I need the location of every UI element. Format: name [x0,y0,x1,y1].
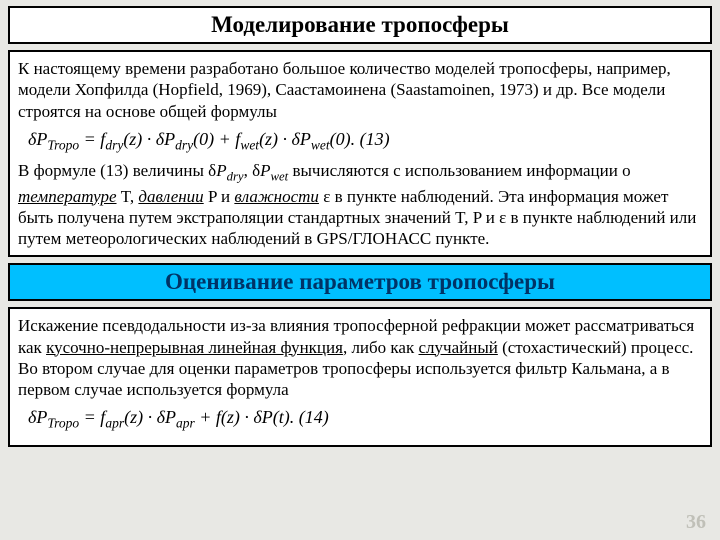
p2s2: wet [271,170,289,184]
e1b: , либо как [343,338,419,357]
f13-dp: δP [28,129,47,149]
f13-tropo: Tropo [47,137,79,152]
f13-t2: (z) · δP [123,129,175,149]
f13-t1: = f [79,129,105,149]
formula-14: δPTropo = fapr(z) · δPapr + f(z) · δP(t)… [18,400,702,438]
p2s1: dry [227,170,244,184]
f14-t2: (z) · δP [124,407,176,427]
f14-tail: + f(z) · δP(t). (14) [195,407,329,427]
p2e: вычисляются с использованием информации … [288,161,630,180]
f14-t1: = f [79,407,105,427]
p2f: T, [117,187,139,206]
p2b: P [216,161,226,180]
p2c: , δ [244,161,261,180]
f13-t3: (0) + f [193,129,240,149]
title-modeling: Моделирование тропосферы [8,6,712,44]
f14-tropo: Tropo [47,416,79,431]
f13-wet2: wet [311,137,330,152]
formula-13: δPTropo = fdry(z) · δPdry(0) + fwet(z) ·… [18,122,702,160]
p2a: В формуле (13) величины δ [18,161,216,180]
e1u2: случайный [419,338,498,357]
modeling-content: К настоящему времени разработано большое… [8,50,712,257]
estimation-text: Искажение псевдодальности из-за влияния … [18,315,702,400]
f14-apr1: apr [105,416,124,431]
f13-dry2: dry [175,137,193,152]
p2d: P [260,161,270,180]
e1u1: кусочно-непрерывная линейная функция [46,338,343,357]
title-estimation: Оценивание параметров тропосферы [8,263,712,301]
p2g: P и [204,187,235,206]
f14-apr2: apr [176,416,195,431]
f13-wet1: wet [240,137,259,152]
modeling-intro: К настоящему времени разработано большое… [18,58,702,122]
f14-dp: δP [28,407,47,427]
f13-tail: (0). (13) [330,129,390,149]
f13-t4: (z) · δP [259,129,311,149]
modeling-detail: В формуле (13) величины δPdry, δPwet выч… [18,160,702,249]
p2u1: температуре [18,187,117,206]
p2u2: давлении [138,187,203,206]
p2u3: влажности [234,187,319,206]
f13-dry1: dry [105,137,123,152]
estimation-content: Искажение псевдодальности из-за влияния … [8,307,712,446]
page-number: 36 [686,511,706,534]
